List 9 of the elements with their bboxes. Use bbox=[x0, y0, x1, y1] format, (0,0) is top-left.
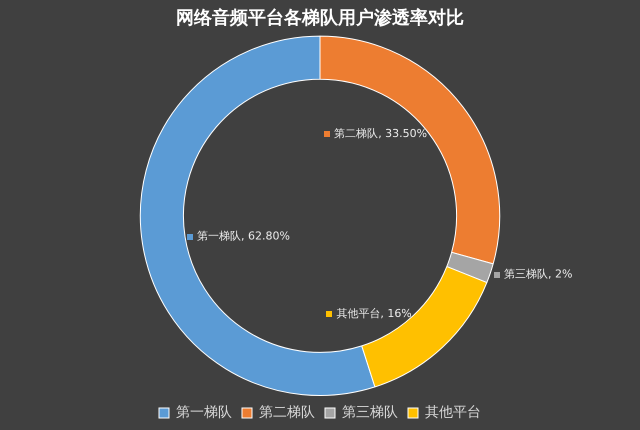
chart-title: 网络音频平台各梯队用户渗透率对比 bbox=[176, 7, 464, 28]
data-label: 第一梯队, 62.80% bbox=[197, 229, 290, 242]
data-label: 第二梯队, 33.50% bbox=[334, 127, 428, 140]
legend-label: 其他平台 bbox=[425, 404, 481, 421]
data-label: 第三梯队, 2% bbox=[504, 267, 572, 280]
legend-label: 第二梯队 bbox=[259, 404, 315, 421]
legend-label: 第三梯队 bbox=[342, 404, 398, 421]
data-label: 其他平台, 16% bbox=[336, 307, 412, 320]
legend-label: 第一梯队 bbox=[176, 404, 232, 421]
